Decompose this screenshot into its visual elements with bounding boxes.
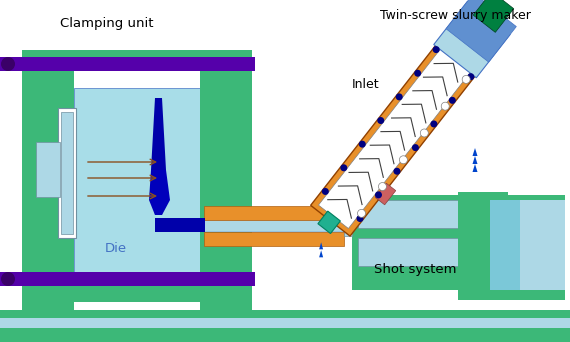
Circle shape xyxy=(414,70,421,77)
Bar xyxy=(204,220,344,232)
Bar xyxy=(510,200,565,290)
Polygon shape xyxy=(319,250,323,257)
Bar xyxy=(375,183,396,205)
Circle shape xyxy=(377,117,384,124)
Circle shape xyxy=(462,75,470,83)
Bar xyxy=(473,0,514,32)
Circle shape xyxy=(412,144,419,151)
Polygon shape xyxy=(473,156,478,164)
Bar xyxy=(311,40,479,236)
Circle shape xyxy=(467,73,474,80)
Bar xyxy=(434,1,510,78)
Bar xyxy=(22,280,252,302)
Circle shape xyxy=(430,120,437,128)
Circle shape xyxy=(378,183,386,190)
Circle shape xyxy=(420,129,428,137)
Bar xyxy=(0,57,255,71)
Bar xyxy=(318,211,340,234)
Bar xyxy=(0,318,570,328)
Bar xyxy=(344,214,352,236)
Text: Twin-screw slurry maker: Twin-screw slurry maker xyxy=(380,10,531,23)
Text: Clamping unit: Clamping unit xyxy=(60,16,154,29)
Bar xyxy=(352,195,502,290)
Text: Shot system: Shot system xyxy=(374,263,456,276)
Text: Inlet: Inlet xyxy=(352,79,380,92)
Circle shape xyxy=(400,156,408,164)
Circle shape xyxy=(375,192,382,198)
Bar xyxy=(204,232,344,246)
Circle shape xyxy=(322,188,329,195)
Bar xyxy=(358,200,458,228)
Circle shape xyxy=(441,102,449,110)
Circle shape xyxy=(357,209,365,218)
Circle shape xyxy=(359,141,366,148)
Circle shape xyxy=(356,215,364,222)
Circle shape xyxy=(433,46,439,53)
Bar xyxy=(458,192,508,300)
Bar xyxy=(0,310,570,342)
Bar xyxy=(61,112,73,234)
Bar xyxy=(74,88,204,282)
Bar xyxy=(490,200,520,290)
Bar xyxy=(0,272,255,286)
Text: Die: Die xyxy=(105,241,127,254)
Circle shape xyxy=(396,93,403,100)
Bar xyxy=(155,218,205,232)
Bar xyxy=(446,0,516,62)
Circle shape xyxy=(1,57,15,71)
Bar xyxy=(22,50,74,310)
Polygon shape xyxy=(473,164,478,172)
Polygon shape xyxy=(149,170,170,215)
Bar xyxy=(358,238,458,266)
Bar xyxy=(36,142,60,197)
Circle shape xyxy=(340,164,347,171)
Circle shape xyxy=(1,272,15,286)
Bar xyxy=(22,50,252,70)
Bar xyxy=(58,108,76,238)
Bar xyxy=(319,48,471,228)
Bar xyxy=(204,206,344,220)
Polygon shape xyxy=(151,98,166,215)
Circle shape xyxy=(393,168,401,175)
Bar xyxy=(505,195,565,300)
Bar xyxy=(200,50,252,310)
Polygon shape xyxy=(319,242,323,249)
Circle shape xyxy=(449,97,456,104)
Polygon shape xyxy=(473,148,478,156)
